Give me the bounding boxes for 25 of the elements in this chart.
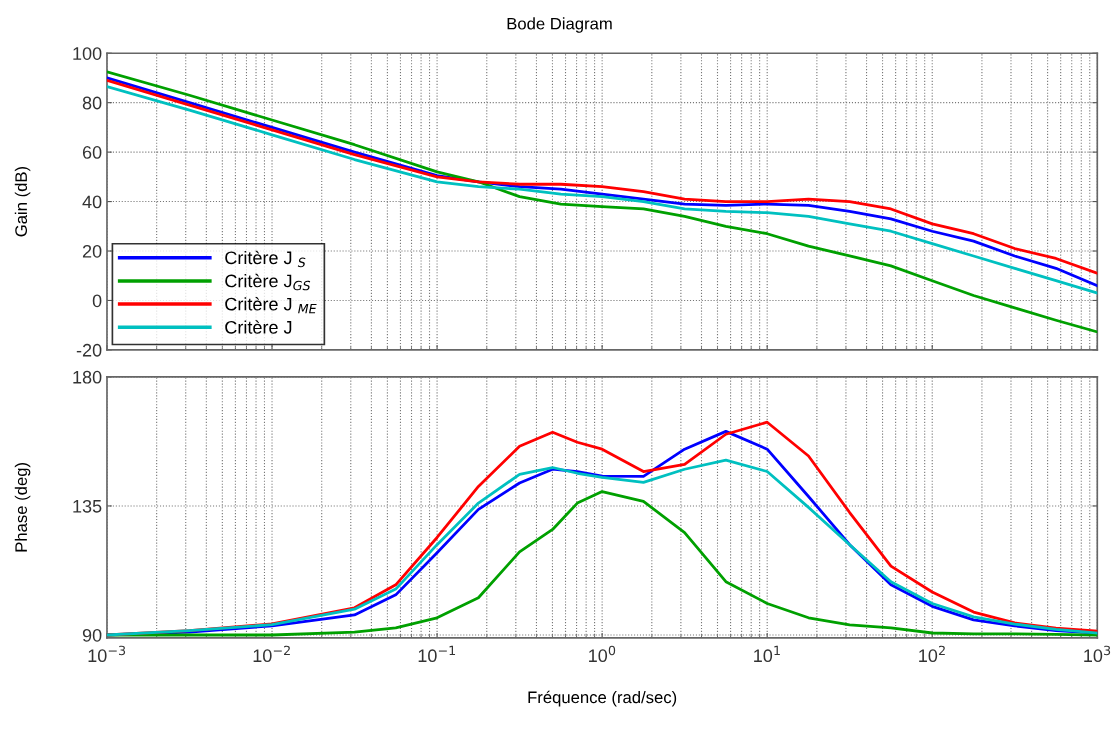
y-tick-label: 180 — [73, 370, 102, 384]
x-tick-label: 10$^{3}$ — [1084, 645, 1111, 663]
y-tick-label: 40 — [82, 195, 102, 209]
x-tick-label: 10$^{−1}$ — [418, 645, 456, 663]
y-tick-label: 80 — [82, 96, 102, 110]
y-tick-label: 90 — [82, 628, 102, 642]
y-tick-label: 0 — [92, 294, 102, 308]
y-axis-title: Gain (dB) — [14, 166, 31, 237]
y-tick-label: 20 — [82, 244, 102, 258]
x-tick-label: 10$^{−3}$ — [88, 645, 126, 663]
legend-label: Critère J — [225, 320, 292, 334]
x-tick-label: 10$^{0}$ — [589, 645, 616, 663]
y-tick-label: 60 — [82, 146, 102, 159]
x-tick-label: 10$^{2}$ — [919, 645, 945, 663]
y-tick-label: 100 — [73, 47, 102, 60]
chart-title: Bode Diagram — [507, 17, 612, 33]
x-axis-title: Fréquence (rad/sec) — [528, 690, 677, 707]
legend-label: Critère J $_{ME}$ — [225, 297, 317, 314]
x-tick-label: 10$^{1}$ — [754, 645, 780, 663]
legend-label: Critère J$_{GS}$ — [225, 273, 311, 291]
y-tick-label: 135 — [73, 499, 102, 513]
y-tick-label: -20 — [76, 343, 102, 357]
y-axis-title: Phase (deg) — [14, 463, 31, 552]
legend-label: Critère J $_{S}$ — [225, 250, 306, 268]
x-tick-label: 10$^{−2}$ — [253, 645, 290, 663]
